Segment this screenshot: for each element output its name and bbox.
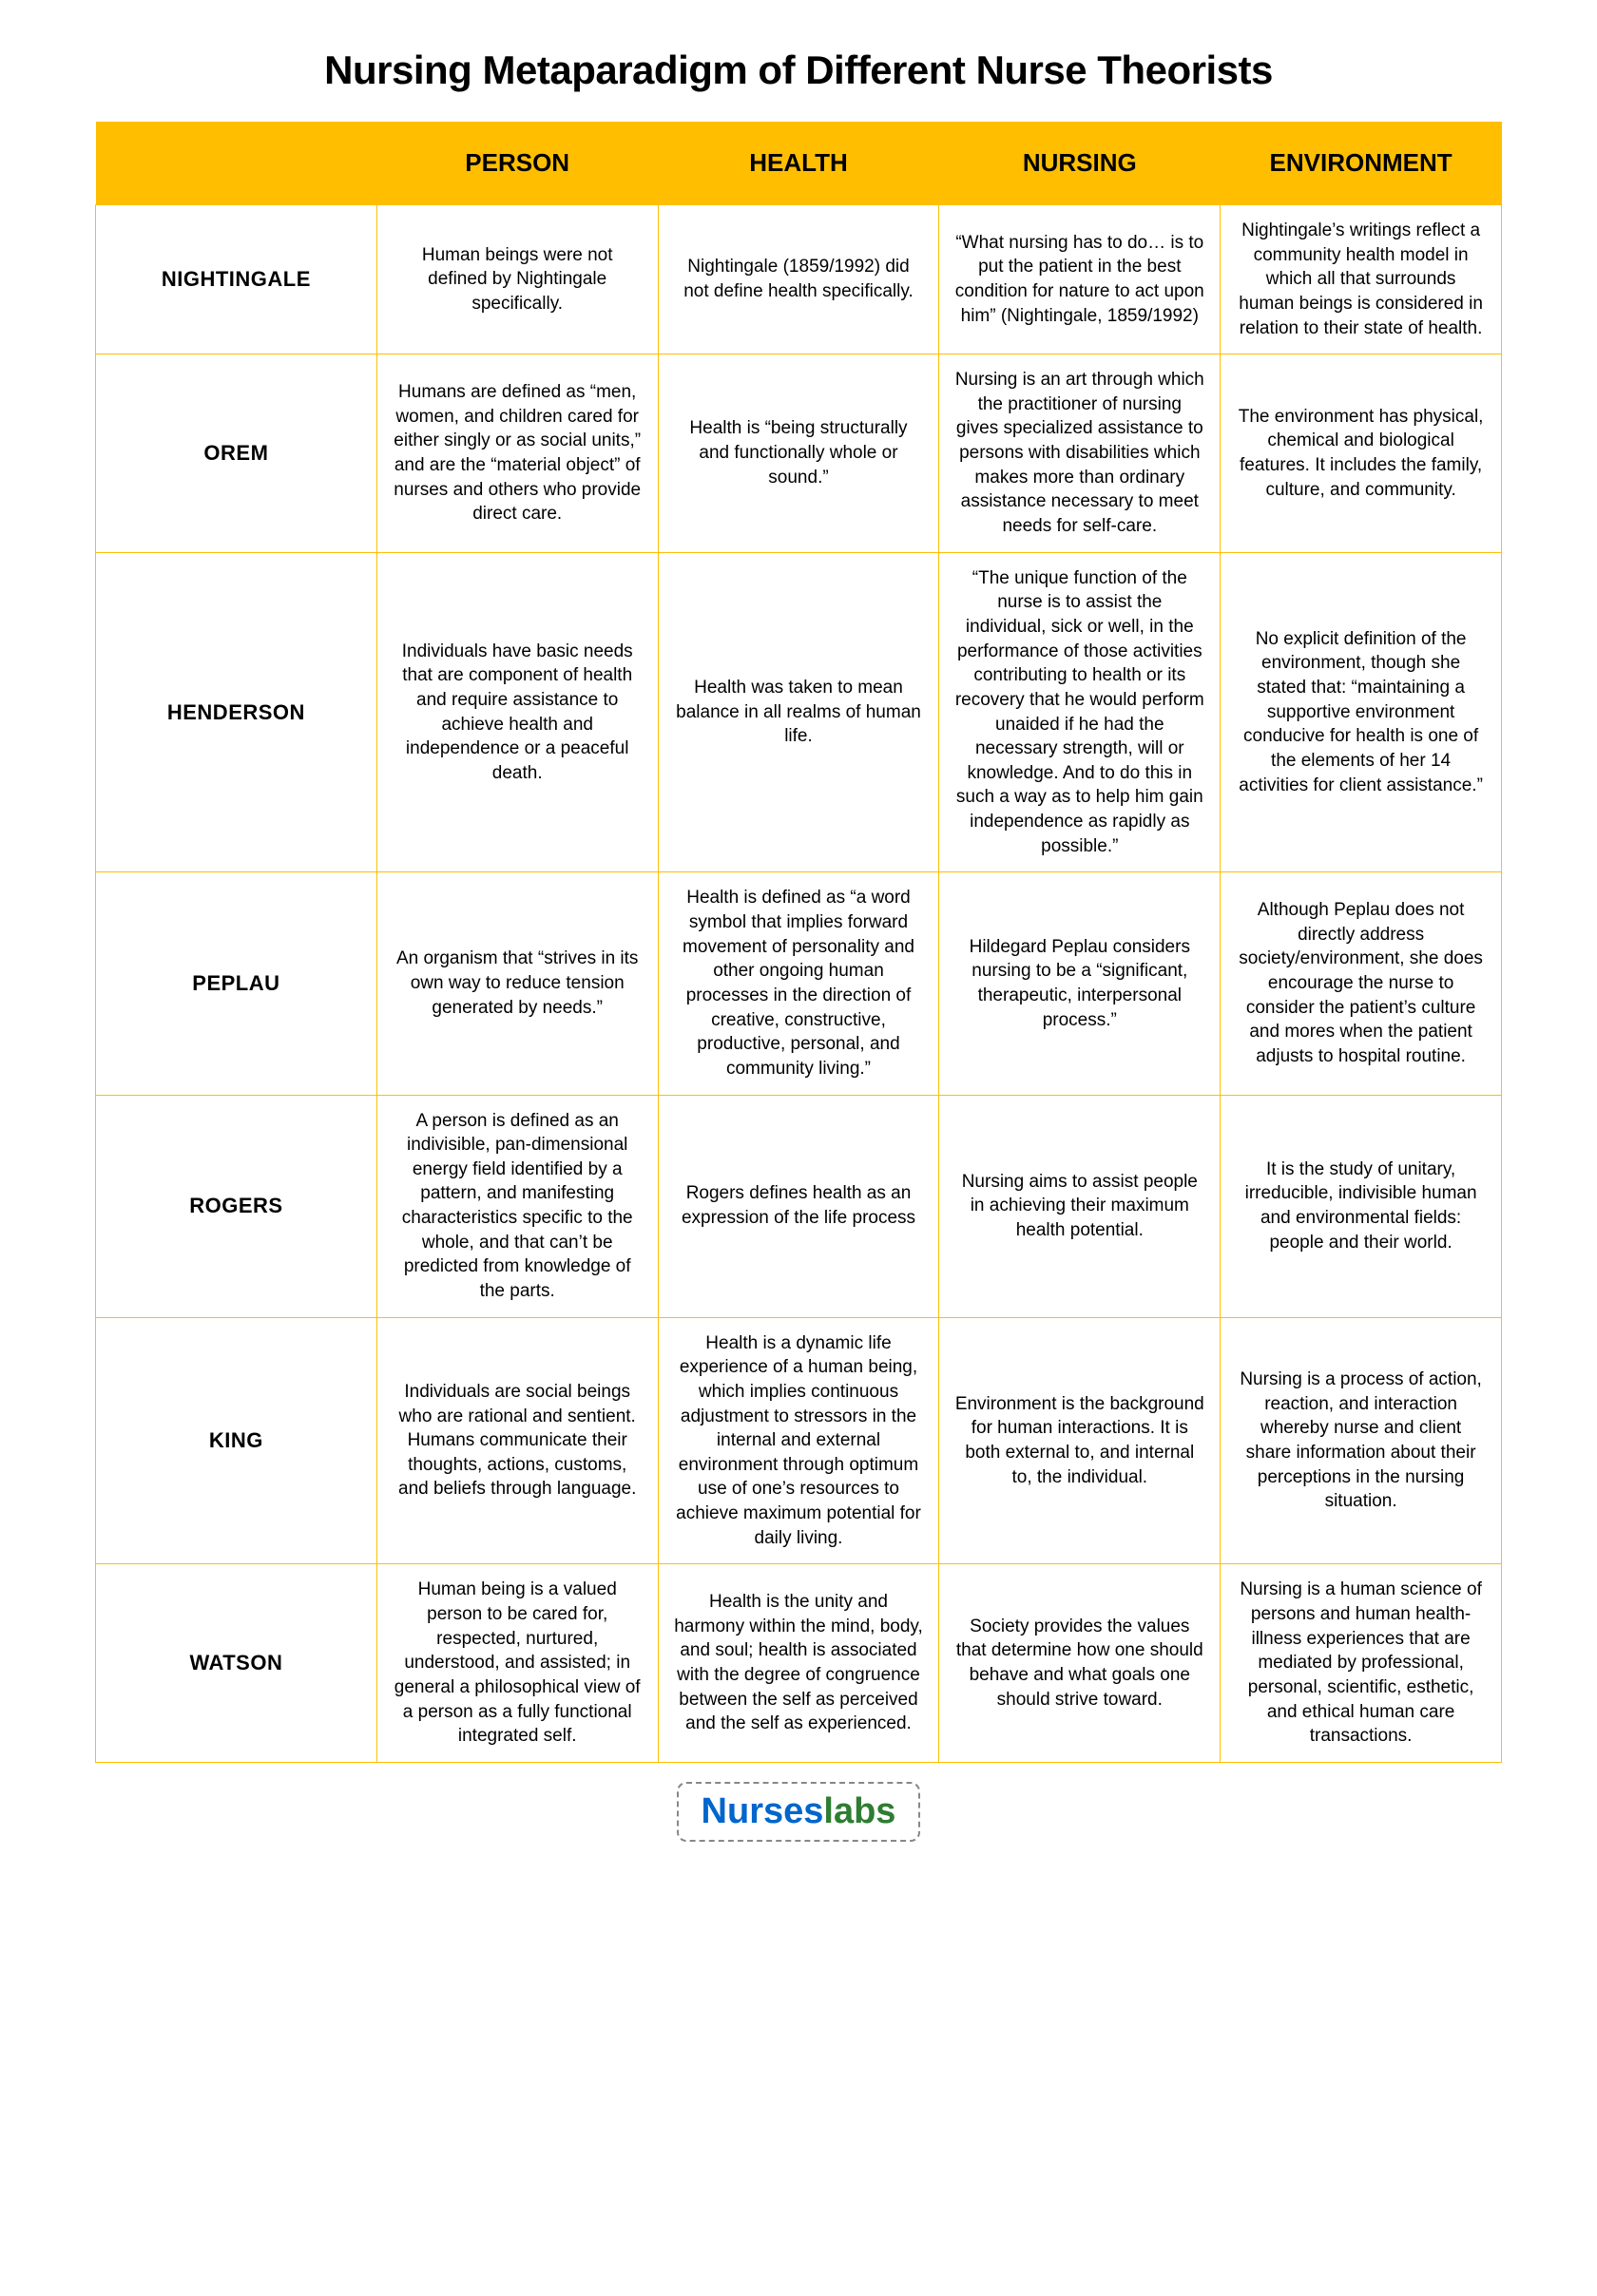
cell-nursing: Society provides the values that determi…	[939, 1564, 1221, 1762]
logo-part2: labs	[823, 1791, 895, 1831]
cell-nursing: Environment is the background for human …	[939, 1317, 1221, 1564]
cell-person: Human beings were not defined by Nightin…	[376, 205, 658, 354]
cell-person: Individuals have basic needs that are co…	[376, 552, 658, 872]
cell-nursing: Hildegard Peplau considers nursing to be…	[939, 872, 1221, 1095]
header-person: PERSON	[376, 122, 658, 205]
theorist-name: HENDERSON	[96, 552, 377, 872]
cell-person: Human being is a valued person to be car…	[376, 1564, 658, 1762]
theorist-name: PEPLAU	[96, 872, 377, 1095]
cell-health: Health is a dynamic life experience of a…	[658, 1317, 939, 1564]
table-row: OREMHumans are defined as “men, women, a…	[96, 354, 1502, 552]
cell-person: Individuals are social beings who are ra…	[376, 1317, 658, 1564]
cell-environment: Although Peplau does not directly addres…	[1221, 872, 1502, 1095]
cell-health: Nightingale (1859/1992) did not define h…	[658, 205, 939, 354]
header-blank	[96, 122, 377, 205]
cell-environment: It is the study of unitary, irreducible,…	[1221, 1095, 1502, 1317]
header-row: PERSON HEALTH NURSING ENVIRONMENT	[96, 122, 1502, 205]
header-nursing: NURSING	[939, 122, 1221, 205]
theorist-name: KING	[96, 1317, 377, 1564]
cell-person: A person is defined as an indivisible, p…	[376, 1095, 658, 1317]
table-row: WATSONHuman being is a valued person to …	[96, 1564, 1502, 1762]
cell-environment: Nursing is a human science of persons an…	[1221, 1564, 1502, 1762]
cell-environment: Nightingale’s writings reflect a communi…	[1221, 205, 1502, 354]
table-row: ROGERSA person is defined as an indivisi…	[96, 1095, 1502, 1317]
cell-person: An organism that “strives in its own way…	[376, 872, 658, 1095]
cell-nursing: Nursing is an art through which the prac…	[939, 354, 1221, 552]
cell-health: Health is “being structurally and functi…	[658, 354, 939, 552]
theorist-name: WATSON	[96, 1564, 377, 1762]
header-health: HEALTH	[658, 122, 939, 205]
header-environment: ENVIRONMENT	[1221, 122, 1502, 205]
cell-environment: The environment has physical, chemical a…	[1221, 354, 1502, 552]
table-row: PEPLAUAn organism that “strives in its o…	[96, 872, 1502, 1095]
cell-person: Humans are defined as “men, women, and c…	[376, 354, 658, 552]
cell-environment: No explicit definition of the environmen…	[1221, 552, 1502, 872]
metaparadigm-table: PERSON HEALTH NURSING ENVIRONMENT NIGHTI…	[95, 122, 1502, 1763]
theorist-name: NIGHTINGALE	[96, 205, 377, 354]
cell-health: Health is defined as “a word symbol that…	[658, 872, 939, 1095]
table-row: HENDERSONIndividuals have basic needs th…	[96, 552, 1502, 872]
cell-nursing: Nursing aims to assist people in achievi…	[939, 1095, 1221, 1317]
cell-health: Rogers defines health as an expression o…	[658, 1095, 939, 1317]
cell-environment: Nursing is a process of action, reaction…	[1221, 1317, 1502, 1564]
nurseslabs-logo: Nurseslabs	[677, 1782, 921, 1842]
table-row: KINGIndividuals are social beings who ar…	[96, 1317, 1502, 1564]
cell-health: Health is the unity and harmony within t…	[658, 1564, 939, 1762]
cell-nursing: “What nursing has to do… is to put the p…	[939, 205, 1221, 354]
logo-part1: Nurses	[702, 1791, 824, 1831]
theorist-name: ROGERS	[96, 1095, 377, 1317]
cell-nursing: “The unique function of the nurse is to …	[939, 552, 1221, 872]
table-row: NIGHTINGALEHuman beings were not defined…	[96, 205, 1502, 354]
cell-health: Health was taken to mean balance in all …	[658, 552, 939, 872]
theorist-name: OREM	[96, 354, 377, 552]
page-title: Nursing Metaparadigm of Different Nurse …	[95, 48, 1502, 93]
